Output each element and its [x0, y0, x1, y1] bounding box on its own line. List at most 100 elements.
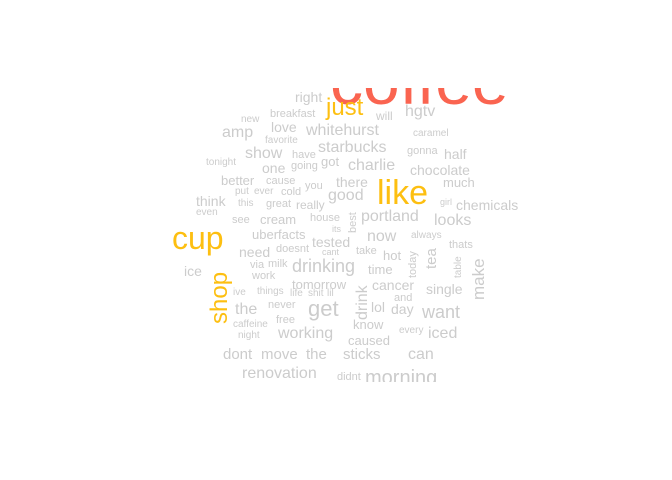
word: now [367, 228, 397, 245]
word: looks [434, 212, 472, 229]
word: via [250, 259, 265, 271]
word: iced [428, 325, 458, 342]
word: today [407, 251, 419, 278]
word: always [411, 230, 442, 241]
word: milk [268, 258, 288, 270]
word: favorite [265, 135, 298, 146]
word: portland [361, 208, 419, 225]
word: night [238, 330, 260, 341]
word: thats [449, 239, 473, 251]
word: cold [281, 186, 302, 198]
word: drink [354, 285, 371, 320]
word: work [252, 270, 276, 282]
word: this [238, 198, 254, 209]
word: free [276, 314, 295, 326]
word: tonight [206, 157, 237, 168]
word: even [196, 207, 218, 218]
word: good [328, 187, 364, 204]
word: will [376, 109, 393, 123]
word: get [308, 296, 339, 321]
word: never [268, 299, 296, 311]
word: chocolate [410, 162, 470, 178]
word: cream [260, 212, 297, 227]
word: every [399, 325, 424, 336]
word: shop [206, 271, 233, 324]
word: time [368, 262, 393, 277]
word: cause [266, 175, 296, 187]
word: coffee [330, 88, 509, 114]
word: the [306, 346, 327, 363]
word: cup [172, 220, 224, 256]
word: better [221, 173, 255, 188]
word: morning [365, 367, 438, 382]
word: life [290, 288, 303, 299]
word: make [469, 258, 488, 300]
word: tested [312, 234, 351, 250]
word: ever [254, 186, 274, 197]
word: really [296, 198, 325, 212]
word: renovation [242, 365, 317, 382]
word: its [332, 224, 341, 234]
word: have [292, 149, 316, 161]
word: one [262, 160, 286, 176]
word: need [239, 244, 271, 260]
word: move [261, 346, 298, 363]
word: going [291, 160, 318, 172]
word: much [443, 175, 475, 190]
word: love [271, 119, 297, 135]
word: breakfast [270, 108, 316, 120]
word: whitehurst [306, 122, 379, 139]
word: right [295, 89, 323, 105]
word: there [336, 174, 368, 190]
word: new [241, 114, 260, 125]
word: drinking [292, 256, 356, 276]
word: great [266, 198, 292, 210]
word: the [235, 301, 258, 318]
word: house [310, 212, 340, 224]
word: cant [322, 247, 340, 257]
word: girl [440, 197, 453, 207]
word: table [453, 256, 464, 278]
word: can [408, 346, 434, 363]
word: amp [222, 124, 254, 141]
word: didnt [337, 371, 361, 383]
word: tea [423, 248, 440, 269]
word: put [235, 186, 249, 197]
word: best [347, 212, 359, 233]
word: and [394, 292, 413, 304]
word: half [444, 146, 467, 162]
word: you [305, 180, 323, 192]
word: sticks [343, 346, 381, 363]
word: chemicals [456, 197, 519, 213]
word: lil [327, 288, 334, 299]
word: ice [184, 263, 202, 279]
word: take [356, 245, 377, 257]
word: gonna [407, 145, 438, 157]
word: hot [383, 248, 402, 263]
word: tomorrow [292, 277, 347, 292]
word: caramel [413, 128, 449, 139]
word: charlie [348, 157, 396, 174]
word: just [326, 94, 364, 121]
word: single [426, 281, 463, 297]
word: doesnt [276, 243, 310, 255]
word: working [278, 325, 334, 342]
word: think [196, 193, 226, 209]
word: hgtv [405, 103, 436, 120]
word: ive [233, 287, 246, 298]
word: show [245, 145, 283, 162]
word: shit [308, 288, 324, 299]
word: uberfacts [252, 227, 306, 242]
word: got [321, 154, 340, 169]
word: want [422, 302, 461, 322]
word: see [232, 214, 250, 226]
word-cloud-area: coffee like cup just shop right new brea… [0, 88, 672, 382]
word: lol [371, 299, 386, 315]
word: day [391, 301, 414, 317]
word: dont [223, 346, 253, 363]
word: like [377, 174, 429, 212]
word: know [353, 317, 384, 332]
word: starbucks [318, 139, 387, 156]
word: things [257, 286, 284, 297]
